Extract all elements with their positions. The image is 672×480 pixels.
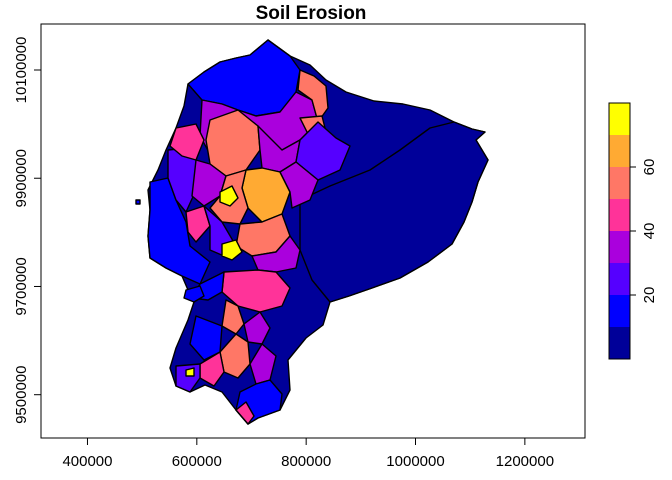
region-south-purple-1 bbox=[243, 311, 271, 345]
island-puna bbox=[183, 285, 205, 303]
x-tick-label: 1200000 bbox=[496, 453, 554, 470]
legend-color-step bbox=[609, 327, 630, 359]
legend-color-step bbox=[609, 103, 630, 135]
y-tick-label: 10100000 bbox=[13, 37, 30, 104]
legend-color-step bbox=[609, 167, 630, 199]
legend-color-step bbox=[609, 263, 630, 295]
map-title: Soil Erosion bbox=[256, 3, 367, 24]
legend-tick-label: 20 bbox=[641, 287, 658, 304]
region-south-salmon-1 bbox=[221, 299, 245, 335]
x-tick-label: 800000 bbox=[281, 453, 331, 470]
region-south-yellow bbox=[185, 367, 195, 377]
region-sierra-pink-2 bbox=[185, 205, 211, 243]
legend-color-step bbox=[609, 135, 630, 167]
region-sierra-purple-3 bbox=[279, 161, 319, 209]
island-small bbox=[135, 199, 141, 205]
y-tick-label: 9700000 bbox=[13, 257, 30, 315]
x-tick-label: 600000 bbox=[172, 453, 222, 470]
amazon-region bbox=[299, 121, 489, 303]
region-northeast-salmon bbox=[297, 69, 329, 123]
x-tick-label: 400000 bbox=[62, 453, 112, 470]
legend-color-step bbox=[609, 231, 630, 263]
region-south-pink-3 bbox=[235, 401, 255, 425]
region-sierra-yellow-2 bbox=[221, 239, 243, 261]
region-south-purple-2 bbox=[249, 343, 277, 385]
x-axis: 400000 600000 800000 1000000 1200000 bbox=[62, 437, 554, 470]
region-south-pink-1 bbox=[221, 269, 291, 313]
y-tick-label: 9900000 bbox=[13, 149, 30, 207]
y-tick-label: 9500000 bbox=[13, 366, 30, 424]
ecuador-map bbox=[135, 39, 489, 425]
legend-tick-label: 60 bbox=[641, 159, 658, 176]
legend-colorbar: 20 40 60 bbox=[608, 102, 658, 360]
region-sierra-yellow-1 bbox=[219, 185, 239, 207]
legend-color-step bbox=[609, 295, 630, 327]
x-tick-label: 1000000 bbox=[386, 453, 444, 470]
legend-tick-label: 40 bbox=[641, 223, 658, 240]
y-axis: 9500000 9700000 9900000 10100000 bbox=[13, 37, 42, 424]
legend-color-step bbox=[609, 199, 630, 231]
